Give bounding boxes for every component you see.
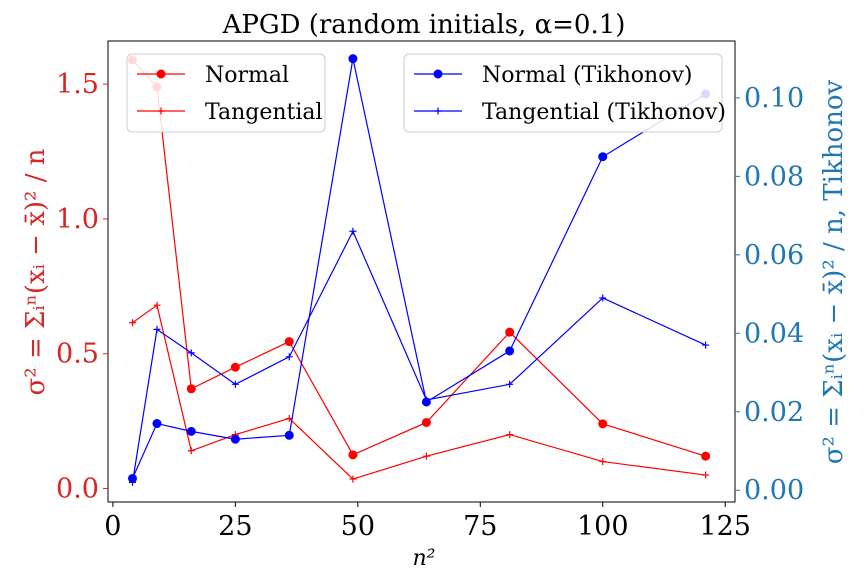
data-point-tangential xyxy=(349,475,357,483)
data-point-tangential xyxy=(153,301,161,309)
left-y-tick-label: 0.5 xyxy=(56,339,99,370)
data-point-tangential-tikhonov xyxy=(285,353,293,361)
data-point-normal-tikhonov xyxy=(186,426,196,436)
x-tick-label: 50 xyxy=(341,511,375,542)
data-point-tangential-tikhonov xyxy=(349,227,357,235)
left-y-tick-label: 1.0 xyxy=(56,204,99,235)
left-y-axis-ticks: 0.0 0.5 1.0 1.5 xyxy=(56,69,108,505)
legend-label-tangential-tikhonov: Tangential (Tikhonov) xyxy=(482,100,726,125)
data-point-tangential-tikhonov xyxy=(506,380,514,388)
series-line-tangential xyxy=(132,304,706,480)
right-y-tick-label: 0.08 xyxy=(744,161,804,192)
right-y-axis-ticks: 0.00 0.02 0.04 0.06 0.08 0.10 xyxy=(735,83,804,506)
x-tick-label: 25 xyxy=(218,511,252,542)
data-point-tangential-tikhonov xyxy=(231,380,239,388)
series-line-tangential-tikhonov xyxy=(131,229,706,483)
right-y-axis-label: σ² = Σᵢⁿ(xᵢ − x̄)² / n, Tikhonov xyxy=(819,79,849,464)
x-tick-label: 100 xyxy=(577,511,629,542)
data-point-tangential xyxy=(702,471,710,479)
data-point-normal xyxy=(421,417,431,427)
data-point-normal xyxy=(230,362,240,372)
left-y-axis-label: σ² = Σᵢⁿ(xᵢ − x̄)² / n xyxy=(21,148,51,395)
data-point-normal xyxy=(598,419,608,429)
data-point-tangential xyxy=(506,431,514,439)
series-line-normal xyxy=(132,59,706,457)
legend-label-normal-tikhonov: Normal (Tikhonov) xyxy=(482,63,692,88)
data-point-normal-tikhonov xyxy=(152,419,162,429)
data-point-normal-tikhonov xyxy=(230,434,240,444)
data-point-tangential xyxy=(599,458,607,466)
data-point-tangential-tikhonov xyxy=(599,294,607,302)
data-point-tangential xyxy=(128,319,136,327)
x-tick-label: 75 xyxy=(463,511,497,542)
x-axis-ticks: 0 25 50 75 100 125 xyxy=(104,502,751,542)
series-tangential-tikhonov xyxy=(128,227,710,486)
plot-area xyxy=(107,40,736,503)
data-point-tangential xyxy=(422,452,430,460)
data-point-normal xyxy=(348,450,358,460)
right-y-tick-label: 0.00 xyxy=(744,475,804,506)
legend-marker-normal xyxy=(156,69,166,79)
right-y-tick-label: 0.04 xyxy=(744,318,804,349)
legend-marker-tangential xyxy=(157,107,165,115)
left-y-tick-label: 1.5 xyxy=(56,69,99,100)
series-line-normal-tikhonov xyxy=(131,58,706,479)
data-point-tangential-tikhonov xyxy=(187,349,195,357)
legend-frame xyxy=(403,53,723,133)
plot-frame xyxy=(107,40,736,503)
data-point-tangential-tikhonov xyxy=(422,396,430,404)
data-point-tangential-tikhonov xyxy=(702,341,710,349)
left-y-tick-label: 0.0 xyxy=(56,474,99,505)
data-point-normal xyxy=(284,337,294,347)
series-tangential xyxy=(128,301,710,483)
x-tick-label: 0 xyxy=(104,511,121,542)
legend-label-tangential: Tangential xyxy=(205,100,323,125)
data-point-normal-tikhonov xyxy=(348,54,358,64)
data-point-normal xyxy=(186,384,196,394)
legend-left: Normal Tangential xyxy=(126,53,326,133)
x-axis-label: n² xyxy=(413,546,436,571)
legend-right: Normal (Tikhonov) Tangential (Tikhonov) xyxy=(403,53,726,133)
data-point-normal xyxy=(701,451,711,461)
chart-title: APGD (random initials, α=0.1) xyxy=(222,10,626,40)
data-point-normal-tikhonov xyxy=(598,152,608,162)
data-point-tangential-tikhonov xyxy=(153,325,161,333)
data-point-normal-tikhonov xyxy=(284,430,294,440)
legend-label-normal: Normal xyxy=(205,63,289,88)
x-tick-label: 125 xyxy=(699,511,751,542)
right-y-tick-label: 0.02 xyxy=(744,397,804,428)
legend-marker-normal-tikhonov xyxy=(433,69,443,79)
legend-marker-tangential-tikhonov xyxy=(434,107,442,115)
data-point-tangential xyxy=(187,447,195,455)
data-point-tangential-tikhonov xyxy=(128,478,136,486)
data-point-normal xyxy=(505,327,515,337)
right-y-tick-label: 0.10 xyxy=(744,83,804,114)
right-y-tick-label: 0.06 xyxy=(744,240,804,271)
data-point-normal-tikhonov xyxy=(505,346,515,356)
